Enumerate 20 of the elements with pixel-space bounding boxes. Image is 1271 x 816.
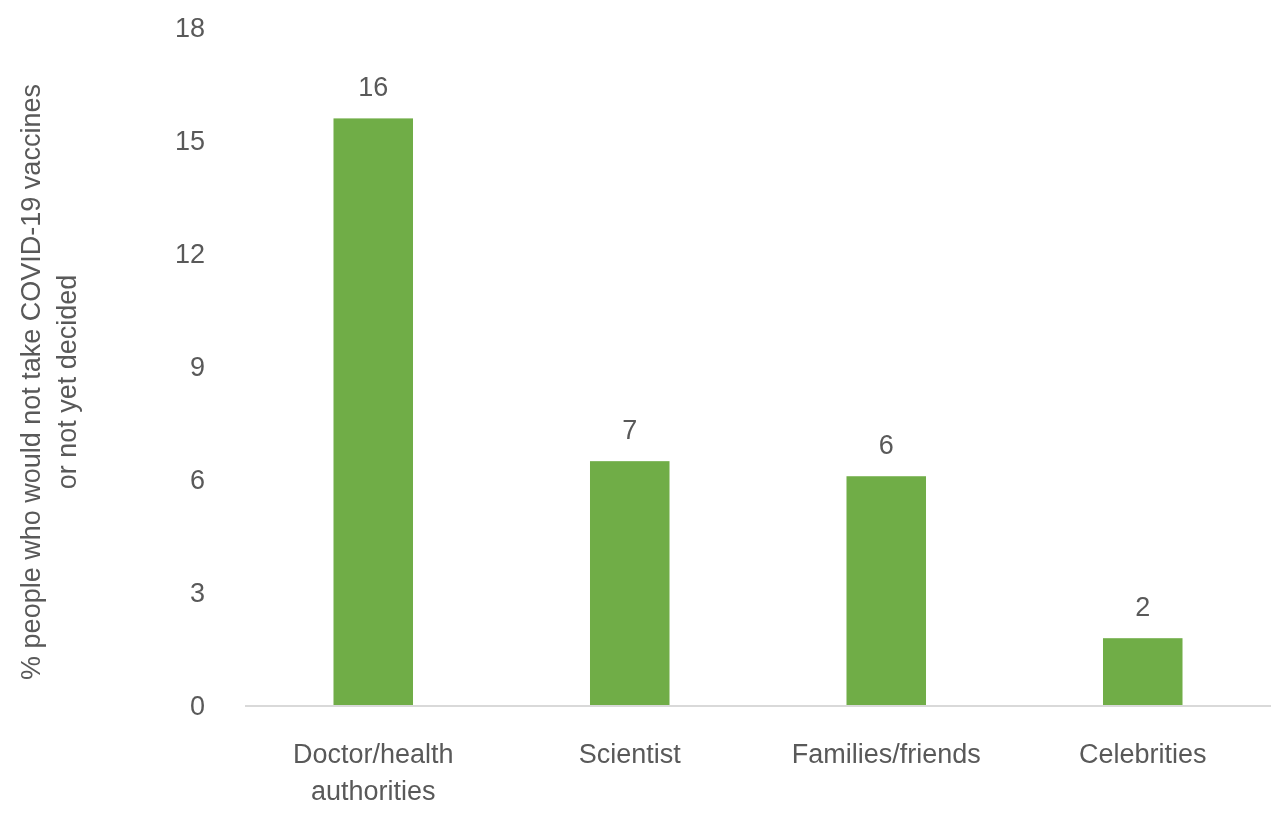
- x-tick-label: Celebrities: [1078, 739, 1207, 769]
- data-label: 2: [1135, 592, 1151, 623]
- data-label: 16: [358, 72, 389, 103]
- bar: [846, 476, 927, 706]
- y-tick-label: 9: [189, 352, 205, 383]
- y-tick-label: 0: [189, 691, 205, 722]
- y-tick-label: 3: [189, 578, 205, 609]
- y-tick-label: 15: [174, 126, 205, 157]
- bar: [1102, 638, 1183, 706]
- y-tick-label: 18: [174, 13, 205, 44]
- y-tick-label: 12: [174, 239, 205, 270]
- y-tick-label: 6: [189, 465, 205, 496]
- y-axis-title: % people who would not take COVID-19 vaccines or not yet decided: [16, 84, 82, 680]
- data-label: 6: [878, 430, 894, 461]
- bar: [333, 118, 414, 706]
- bar: [589, 461, 670, 706]
- x-tick-label: Doctor/health authorities: [292, 739, 454, 806]
- x-tick-label: Scientist: [578, 739, 682, 769]
- x-tick-label: Families/friends: [791, 739, 981, 769]
- data-label: 7: [622, 415, 638, 446]
